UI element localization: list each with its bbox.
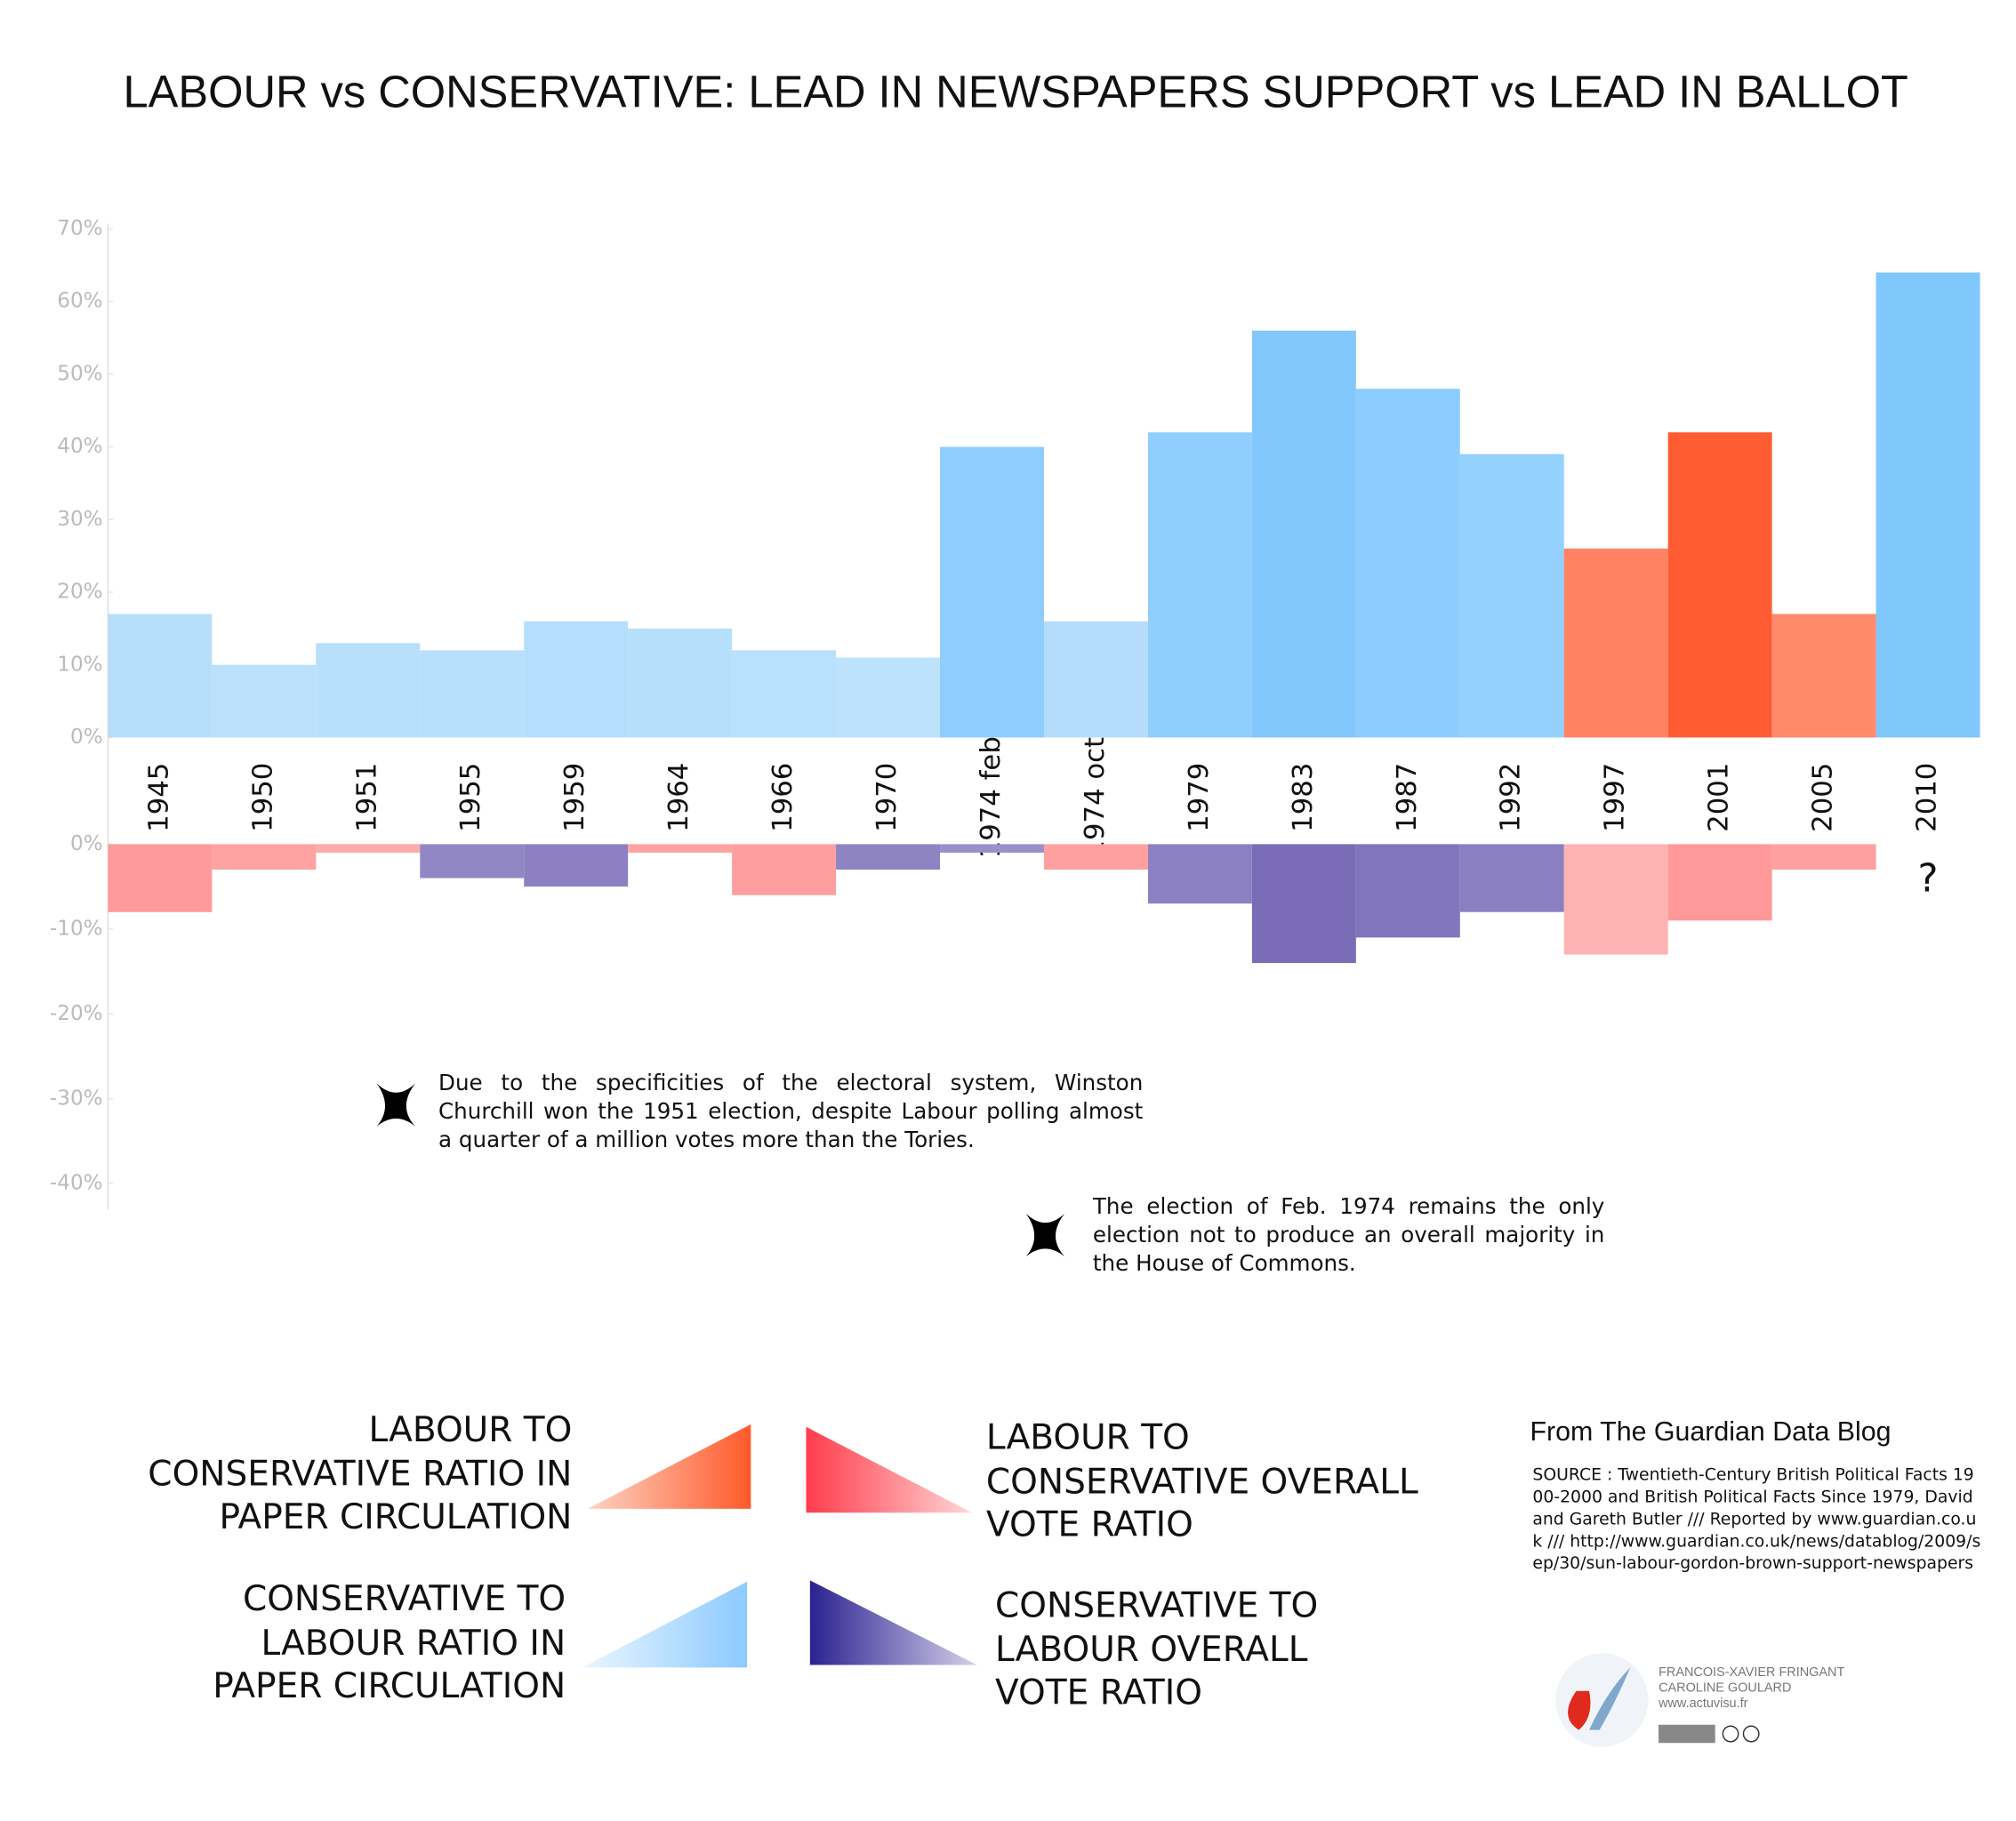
bar [628,844,733,853]
bar [940,844,1044,853]
credit: FRANCOIS-XAVIER FRINGANT [1659,1665,1844,1680]
y-tick-label: 0% [70,725,103,749]
bar [420,650,525,738]
bar [628,628,733,738]
source-heading: From The Guardian Data Blog [1530,1416,1891,1447]
bar [1043,621,1148,738]
note-icon [1025,1213,1065,1257]
bar [108,844,213,912]
bar [940,446,1044,738]
bar [212,844,317,870]
y-tick-label: 20% [57,579,102,603]
y-tick-label: 40% [57,434,102,458]
legend-swatch [806,1426,973,1513]
x-tick-label: 1970 [871,763,903,832]
bar [420,844,525,878]
x-tick-label: 1979 [1184,763,1215,832]
credit: CAROLINE GOULARD [1659,1681,1791,1696]
bar [1147,844,1252,904]
x-tick-label: 1992 [1496,763,1527,832]
bar [1563,548,1668,738]
bar [316,643,421,738]
bar [1251,330,1356,738]
x-tick-label: 1997 [1600,763,1631,832]
bar [1459,844,1564,912]
note-text: The election of Feb. 1974 remains the on… [1092,1193,1605,1278]
x-tick-label: 2010 [1912,763,1943,832]
y-tick-label: -30% [50,1086,103,1110]
y-tick-label: 60% [57,289,102,313]
bar [316,844,421,853]
source-text: SOURCE : Twentieth-Century British Polit… [1532,1465,1981,1575]
x-tick-label: 2005 [1808,763,1839,832]
y-tick-label: 30% [57,507,102,531]
bar [836,844,941,870]
legend-label: LABOUR TO CONSERVATIVE OVERALL VOTE RATI… [985,1417,1418,1545]
y-tick-label: -40% [50,1171,103,1195]
legend-entry: LABOUR TO CONSERVATIVE OVERALL VOTE RATI… [985,1417,1418,1545]
credit: www.actuvisu.fr [1658,1697,1747,1711]
logo [1588,1667,1631,1730]
y-tick-label: 10% [57,652,102,676]
y-tick-label: 70% [57,216,102,240]
bar [1355,844,1460,938]
bar [732,650,837,738]
y-tick-label: -20% [50,1001,103,1025]
legend-label: LABOUR TO CONSERVATIVE RATIO IN PAPER CI… [148,1409,573,1538]
note-icon [376,1083,415,1127]
x-tick-label: 1959 [559,763,590,832]
license-icon [1742,1725,1760,1743]
x-tick-label: 1974 oct [1080,737,1111,858]
x-tick-label: 1945 [144,763,175,832]
bar [524,844,629,887]
bar [524,621,629,738]
x-tick-label: 1951 [351,763,382,832]
bar [1043,844,1148,870]
y-tick-label: 0% [70,831,103,855]
value-label: ? [1918,856,1939,901]
y-tick-label: 50% [57,361,102,385]
bar [1459,453,1564,738]
bar [1667,432,1772,738]
x-tick-label: 2001 [1704,763,1735,832]
x-tick-label: 1974 feb [976,736,1007,858]
x-tick-label: 1966 [767,763,799,832]
note: The election of Feb. 1974 remains the on… [1092,1193,1605,1278]
x-tick-label: 1955 [455,763,486,832]
source: SOURCE : Twentieth-Century British Polit… [1532,1465,1981,1575]
bar [1355,389,1460,738]
bar [108,614,213,738]
x-tick-label: 1987 [1392,763,1423,832]
note-text: Due to the specificities of the electora… [438,1070,1144,1154]
legend-swatch [587,1424,751,1509]
x-tick-label: 1983 [1288,763,1319,832]
chart-title: LABOUR vs CONSERVATIVE: LEAD IN NEWSPAPE… [124,66,1908,116]
note: Due to the specificities of the electora… [438,1070,1144,1154]
bar [1771,844,1876,870]
logo [1568,1690,1591,1730]
x-tick-label: 1964 [663,763,695,832]
bar [732,844,837,895]
y-tick-label: -10% [50,916,103,940]
legend-label: CONSERVATIVE TO LABOUR RATIO IN PAPER CI… [213,1578,566,1707]
bar [1563,844,1668,955]
license-icon [1722,1725,1739,1743]
bar [212,664,317,738]
bar [836,657,941,738]
bar [1771,614,1876,738]
bar [1875,272,1980,738]
bar [1147,432,1252,738]
legend-label: CONSERVATIVE TO LABOUR OVERALL VOTE RATI… [995,1585,1319,1713]
x-tick-label: 1950 [247,763,278,832]
legend-entry: CONSERVATIVE TO LABOUR OVERALL VOTE RATI… [995,1585,1319,1713]
legend-entry: CONSERVATIVE TO LABOUR RATIO IN PAPER CI… [213,1578,566,1707]
logo [1555,1653,1649,1747]
legend-entry: LABOUR TO CONSERVATIVE RATIO IN PAPER CI… [148,1409,573,1538]
bar [1251,844,1356,964]
license-badge [1659,1724,1715,1744]
bar [1667,844,1772,921]
